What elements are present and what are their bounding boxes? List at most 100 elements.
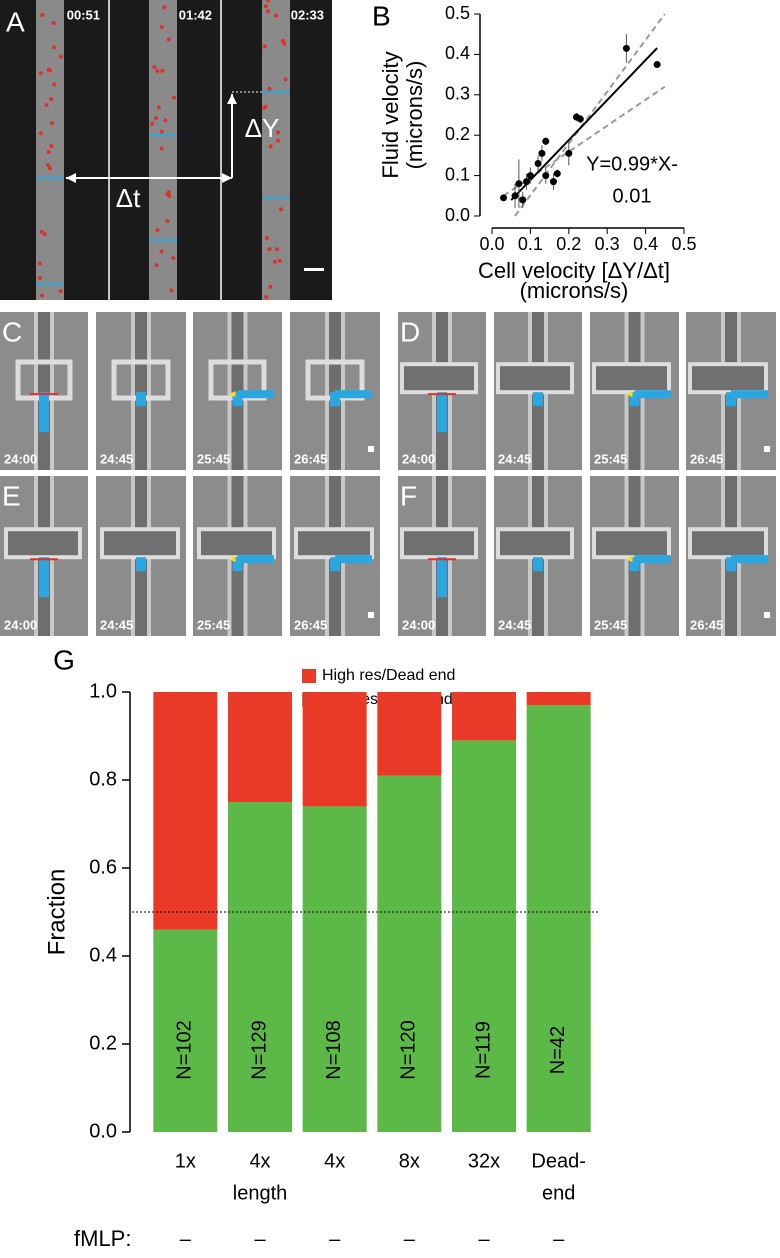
bar-segment	[228, 802, 292, 1132]
timestamp: 02:33	[291, 7, 324, 22]
y-tick-label: 0.0	[445, 205, 470, 225]
cell	[437, 557, 447, 598]
micrograph: 24:45	[494, 476, 582, 636]
bar-segment	[377, 775, 442, 1132]
y-tick-label: 0.4	[89, 944, 117, 966]
fit-line	[510, 47, 658, 201]
cell-dot	[171, 95, 176, 100]
point	[519, 196, 527, 204]
cell-dot	[276, 130, 281, 135]
cell	[629, 392, 640, 407]
n-label: N=129	[248, 1020, 270, 1080]
x-tick-label: 4x	[324, 1150, 345, 1172]
n-label: N=108	[323, 1020, 345, 1080]
cell-dot	[49, 97, 54, 102]
cell-dot	[166, 37, 171, 42]
timestamp: 25:45	[197, 451, 230, 466]
micrograph: 26:45	[686, 312, 776, 470]
y-tick-label: 0.0	[89, 1120, 117, 1142]
cell-dot	[159, 146, 164, 151]
y-tick-label: 0.2	[89, 1032, 117, 1054]
y-tick-label: 1.0	[89, 680, 117, 702]
branch	[100, 527, 180, 560]
cell-dot	[273, 13, 278, 18]
branch	[496, 362, 574, 395]
cell	[232, 557, 243, 572]
cell-dot	[44, 103, 49, 108]
cell	[232, 392, 243, 407]
panel-letter: F	[400, 480, 417, 511]
timestamp: 24:45	[100, 617, 133, 632]
x-tick-label: 0.1	[518, 234, 543, 254]
cell	[634, 390, 671, 399]
cell	[437, 392, 447, 433]
branch	[197, 527, 276, 560]
cell	[726, 392, 736, 407]
cell	[533, 557, 543, 572]
arrow	[626, 391, 633, 398]
branch	[592, 362, 671, 395]
cell-dot	[268, 144, 273, 149]
bar-segment	[153, 929, 218, 1132]
micrograph: 26:45	[290, 312, 380, 470]
equation: 0.01	[613, 185, 652, 207]
fmlp-value: –	[478, 1228, 490, 1250]
cell-dot	[280, 38, 285, 43]
point	[538, 149, 546, 157]
x-tick-label: Dead-	[531, 1150, 585, 1172]
cell-dot	[38, 71, 43, 76]
cell-dot	[154, 263, 159, 268]
cell-dot	[278, 207, 283, 212]
cell-dot	[262, 44, 267, 49]
timestamp: 26:45	[294, 617, 327, 632]
cell-dot	[58, 288, 63, 293]
cell-dot	[49, 144, 54, 149]
micrograph: 26:45	[686, 476, 776, 636]
point	[549, 178, 557, 186]
cell-dot	[37, 275, 42, 280]
cell-dot	[52, 82, 57, 87]
bar-segment	[526, 692, 591, 706]
y-tick-label: 0.2	[445, 124, 470, 144]
branch	[688, 362, 768, 395]
cell-dot	[267, 247, 272, 252]
timestamp: 25:45	[594, 617, 627, 632]
micrograph: 25:45	[590, 476, 679, 636]
cell-dot	[156, 105, 161, 110]
y-tick-label: 0.3	[445, 84, 470, 104]
micrograph: 24:00	[0, 312, 88, 470]
cell-dot	[274, 247, 279, 252]
scale-bar	[368, 446, 374, 452]
x-tick-label: 4x	[249, 1150, 270, 1172]
timestamp: 26:45	[690, 617, 723, 632]
bar-segment	[526, 705, 591, 1132]
point	[576, 115, 584, 123]
cell-dot	[155, 227, 160, 232]
timestamp: 00:51	[67, 7, 100, 22]
point	[526, 172, 534, 180]
cell-dot	[268, 284, 273, 289]
timestamp: 26:45	[690, 451, 723, 466]
y-tick-label: 0.5	[445, 3, 470, 23]
cell	[136, 557, 146, 572]
legend-label: High res/Dead end	[322, 667, 455, 684]
cell-dot	[160, 68, 165, 73]
branch	[400, 362, 478, 395]
cell-dot	[154, 116, 159, 121]
point	[565, 149, 573, 157]
x-tick-label: 0.5	[671, 234, 696, 254]
cell-dot	[169, 288, 174, 293]
branch	[294, 527, 374, 560]
cell-dot	[58, 54, 63, 59]
cell	[237, 390, 274, 399]
bar-segment	[153, 692, 218, 930]
cell-dot	[155, 69, 160, 74]
point	[500, 194, 508, 202]
cell-dot	[46, 163, 51, 168]
timestamp: 25:45	[197, 617, 230, 632]
cell-dot	[264, 295, 269, 300]
x-tick-label: 8x	[399, 1150, 420, 1172]
timestamp: 25:45	[594, 451, 627, 466]
bar-segment	[228, 692, 292, 802]
micrograph: 24:00	[0, 476, 88, 636]
